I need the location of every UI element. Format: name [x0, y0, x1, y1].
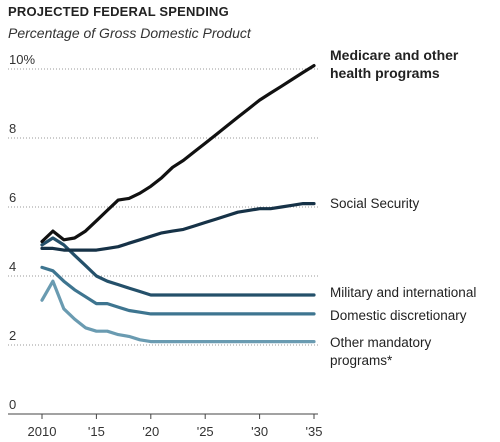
series-label-military-and-international: Military and international — [330, 285, 476, 300]
y-tick-label: 2 — [9, 328, 16, 343]
series-label-social-security: Social Security — [330, 196, 420, 211]
series-label-domestic-discretionary: Domestic discretionary — [330, 308, 467, 323]
x-tick-label: 2010 — [28, 424, 57, 439]
x-tick-label: '20 — [142, 424, 159, 439]
series-label-other-mandatory-programs: Other mandatory programs* — [330, 335, 432, 368]
y-tick-label: 8 — [9, 121, 16, 136]
y-tick-label: 10% — [9, 52, 35, 67]
chart-subtitle: Percentage of Gross Domestic Product — [8, 25, 251, 41]
x-tick-label: '35 — [306, 424, 323, 439]
y-tick-label: 0 — [9, 397, 16, 412]
series-line-other-mandatory-programs — [40, 279, 316, 344]
series-line-medicare-and-other-health-programs — [40, 63, 316, 244]
x-tick-label: '15 — [88, 424, 105, 439]
series-line-domestic-discretionary — [40, 265, 316, 316]
x-tick-label: '30 — [251, 424, 268, 439]
series-line-military-and-international — [40, 236, 316, 297]
x-tick-label: '25 — [197, 424, 214, 439]
y-tick-label: 6 — [9, 190, 16, 205]
series-line-social-security — [40, 202, 316, 252]
y-tick-label: 4 — [9, 259, 16, 274]
series-label-medicare-and-other-health-programs: Medicare and other health programs — [330, 47, 459, 81]
chart-title: PROJECTED FEDERAL SPENDING — [8, 4, 229, 19]
